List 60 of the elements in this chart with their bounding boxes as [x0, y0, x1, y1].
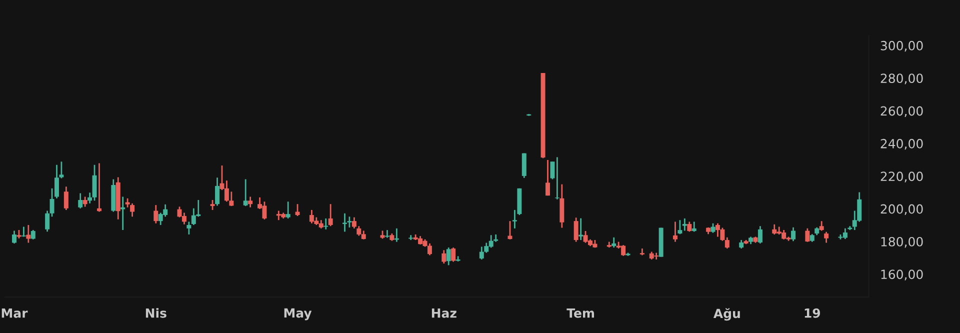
- candlestick: [186, 221, 192, 236]
- candlestick: [82, 196, 88, 208]
- candlestick: [64, 186, 68, 211]
- candlestick: [550, 160, 555, 180]
- candlestick: [243, 178, 248, 207]
- candlestick: [451, 246, 456, 262]
- candlestick: [120, 196, 126, 231]
- candlestick: [30, 229, 36, 240]
- candlestick: [78, 192, 83, 210]
- x-tick-label: Mar: [2, 308, 28, 318]
- y-tick-label: 300,00: [880, 40, 923, 52]
- candlestick: [215, 176, 220, 206]
- candlestick: [328, 203, 333, 227]
- x-tick-label: Tem: [566, 308, 594, 318]
- candlestick: [286, 200, 290, 220]
- y-tick-label: 280,00: [880, 74, 923, 84]
- candlestick: [26, 224, 31, 244]
- candlestick: [295, 203, 300, 217]
- candlestick: [88, 192, 92, 204]
- candlestick: [612, 236, 616, 248]
- candlestick: [154, 204, 158, 224]
- candlestick: [724, 236, 730, 250]
- candlestick: [50, 188, 54, 218]
- candlestick: [546, 159, 550, 196]
- candlestick: [682, 218, 687, 232]
- candlestick: [508, 220, 512, 240]
- y-tick-label: 180,00: [881, 236, 923, 248]
- candlestick: [210, 199, 215, 211]
- candlestick: [672, 221, 678, 243]
- y-tick-label: 160,00: [881, 270, 923, 280]
- candlestick: [347, 216, 352, 228]
- candlestick: [324, 218, 328, 230]
- y-tick-label: 220,00: [880, 172, 923, 182]
- candlestick: [692, 221, 696, 232]
- candlestick: [824, 231, 829, 244]
- candlestick: [578, 218, 584, 241]
- x-tick-label: Haz: [432, 308, 456, 318]
- x-tick-label: 19: [804, 308, 820, 318]
- candlestick: [446, 246, 451, 266]
- candlestick: [758, 225, 762, 244]
- candlestick: [427, 242, 432, 256]
- candlestick: [819, 220, 824, 232]
- candlestick: [45, 210, 50, 232]
- y-tick-label: 240,00: [880, 138, 923, 150]
- candlestick: [678, 219, 682, 235]
- candlestick: [791, 226, 796, 242]
- candlestick: [574, 216, 578, 243]
- candlestick: [21, 226, 26, 238]
- candlestick: [96, 162, 102, 212]
- candlestick: [805, 228, 810, 243]
- y-tick-label: 200,00: [880, 204, 923, 216]
- candlestick: [442, 249, 446, 264]
- x-tick-label: Nis: [146, 308, 166, 318]
- x-tick-label: Ağu: [713, 308, 740, 321]
- candlestick: [12, 230, 16, 244]
- candlestick: [522, 152, 526, 179]
- candlestick: [687, 221, 692, 232]
- candlestick: [248, 196, 253, 208]
- x-tick-label: May: [284, 308, 312, 320]
- y-tick-label: 260,00: [880, 106, 923, 117]
